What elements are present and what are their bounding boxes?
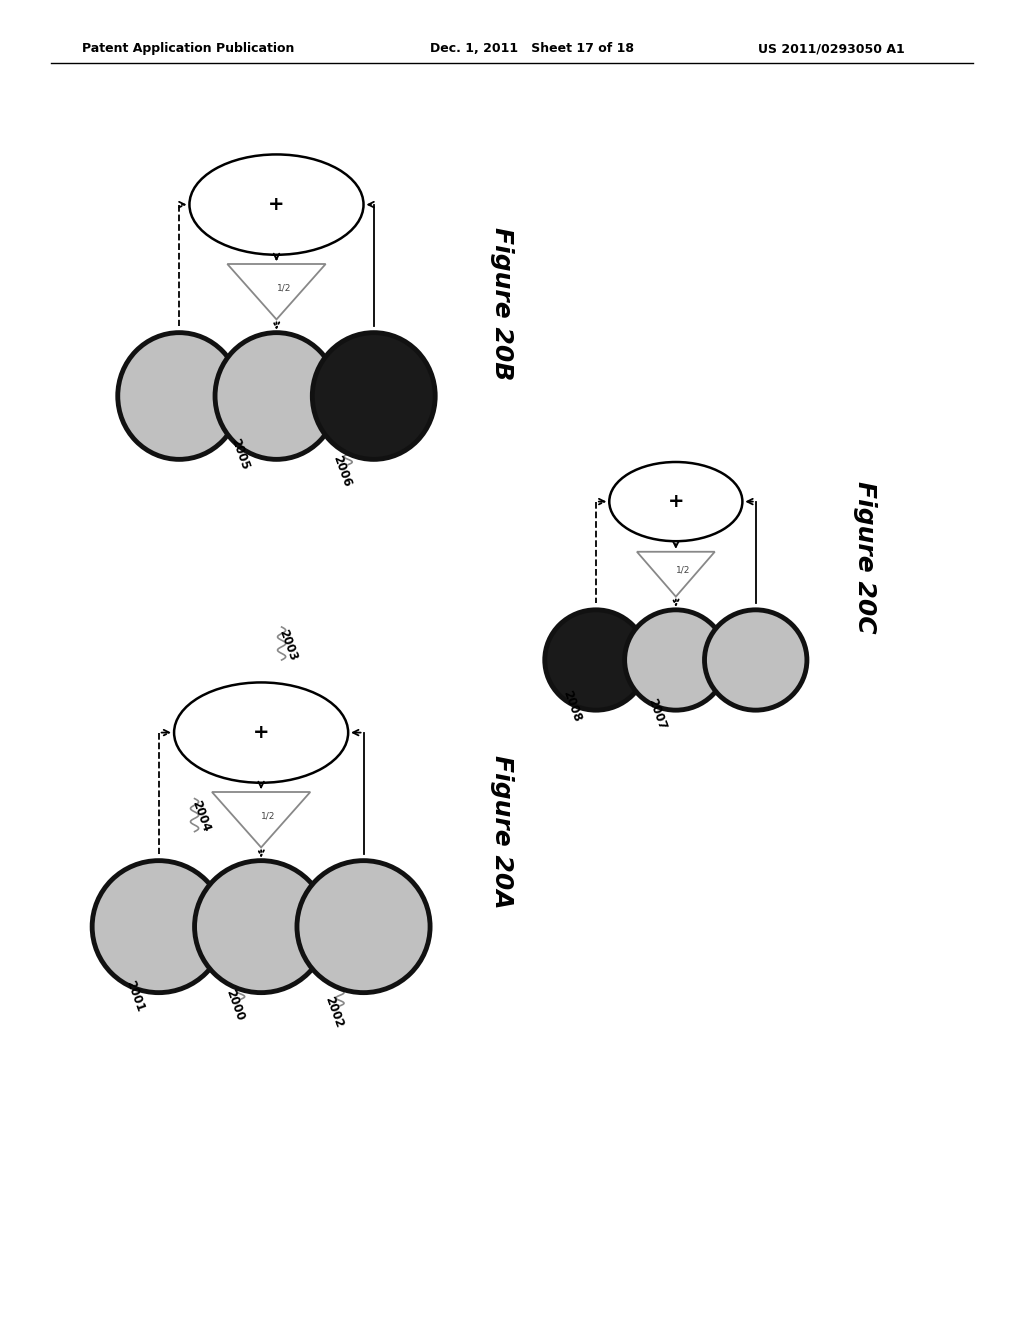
Text: 2000: 2000 <box>223 987 246 1023</box>
Text: Figure 20C: Figure 20C <box>853 480 878 634</box>
Text: 2008: 2008 <box>561 688 584 723</box>
Text: 1/2: 1/2 <box>276 284 291 292</box>
Text: Figure 20B: Figure 20B <box>489 227 514 380</box>
Text: 2004: 2004 <box>189 799 212 834</box>
Ellipse shape <box>189 154 364 255</box>
Ellipse shape <box>92 861 225 993</box>
Text: Figure 20A: Figure 20A <box>489 755 514 908</box>
Polygon shape <box>637 552 715 597</box>
Ellipse shape <box>215 333 338 459</box>
Polygon shape <box>212 792 310 847</box>
Ellipse shape <box>545 610 647 710</box>
Text: +: + <box>668 492 684 511</box>
Ellipse shape <box>609 462 742 541</box>
Text: US 2011/0293050 A1: US 2011/0293050 A1 <box>758 42 904 55</box>
Text: +: + <box>268 195 285 214</box>
Text: Dec. 1, 2011   Sheet 17 of 18: Dec. 1, 2011 Sheet 17 of 18 <box>430 42 634 55</box>
Ellipse shape <box>297 861 430 993</box>
Text: 2001: 2001 <box>124 978 146 1014</box>
Text: 1/2: 1/2 <box>676 566 690 574</box>
Text: 2003: 2003 <box>276 627 299 663</box>
Ellipse shape <box>705 610 807 710</box>
Ellipse shape <box>195 861 328 993</box>
Polygon shape <box>227 264 326 319</box>
Ellipse shape <box>174 682 348 783</box>
Text: 2006: 2006 <box>331 453 353 488</box>
Text: 2007: 2007 <box>646 696 669 731</box>
Text: 2005: 2005 <box>228 436 251 471</box>
Text: 1/2: 1/2 <box>261 812 275 820</box>
Text: Patent Application Publication: Patent Application Publication <box>82 42 294 55</box>
Ellipse shape <box>312 333 435 459</box>
Ellipse shape <box>118 333 241 459</box>
Text: +: + <box>253 723 269 742</box>
Text: 2002: 2002 <box>323 994 345 1030</box>
Ellipse shape <box>625 610 727 710</box>
